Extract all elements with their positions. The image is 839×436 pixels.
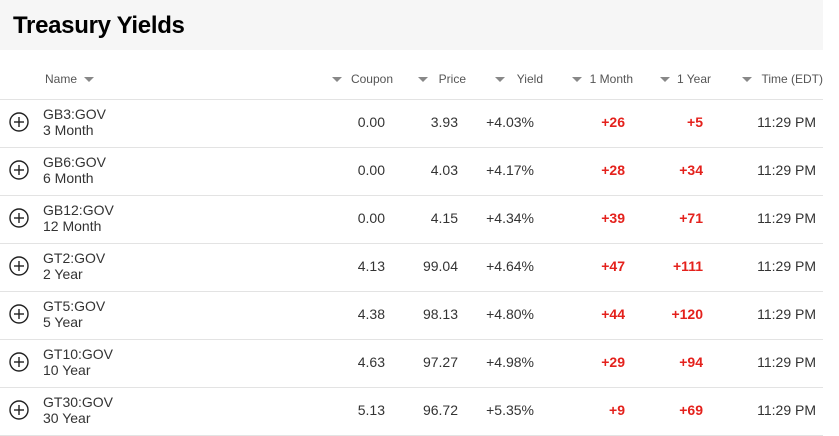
- change-1-month: +26: [601, 114, 625, 130]
- coupon: 0.00: [357, 162, 385, 178]
- change-1-month: +39: [601, 210, 625, 226]
- column-header[interactable]: 1 Month: [589, 72, 633, 86]
- row-divider: [0, 387, 823, 388]
- sort-arrow[interactable]: [332, 77, 342, 82]
- row-divider: [0, 291, 823, 292]
- maturity: 12 Month: [43, 218, 102, 234]
- yield: +4.98%: [486, 354, 534, 370]
- sort-arrow[interactable]: [84, 77, 94, 82]
- change-1-month: +28: [601, 162, 625, 178]
- expand-icon[interactable]: [9, 256, 29, 276]
- maturity: 30 Year: [43, 410, 91, 426]
- time: 11:29 PM: [757, 114, 816, 130]
- expand-icon[interactable]: [9, 160, 29, 180]
- coupon: 0.00: [357, 210, 385, 226]
- page-title: Treasury Yields: [13, 12, 185, 39]
- maturity: 2 Year: [43, 266, 83, 282]
- change-1-year: +5: [687, 114, 703, 130]
- row-divider: [0, 243, 823, 244]
- ticker[interactable]: GB12:GOV: [43, 202, 114, 218]
- change-1-year: +71: [679, 210, 703, 226]
- change-1-year: +34: [679, 162, 703, 178]
- ticker[interactable]: GB3:GOV: [43, 106, 107, 122]
- change-1-year: +94: [679, 354, 703, 370]
- sort-arrow[interactable]: [418, 77, 428, 82]
- time: 11:29 PM: [757, 258, 816, 274]
- yield: +4.64%: [486, 258, 534, 274]
- maturity: 3 Month: [43, 122, 94, 138]
- coupon: 4.38: [357, 306, 385, 322]
- coupon: 5.13: [357, 402, 385, 418]
- sort-arrow[interactable]: [495, 77, 505, 82]
- maturity: 5 Year: [43, 314, 83, 330]
- time: 11:29 PM: [757, 402, 816, 418]
- change-1-month: +29: [601, 354, 625, 370]
- ticker[interactable]: GT2:GOV: [43, 250, 106, 266]
- row-divider: [0, 195, 823, 196]
- sort-arrow[interactable]: [572, 77, 582, 82]
- column-header[interactable]: Coupon: [350, 72, 393, 86]
- change-1-year: +69: [679, 402, 703, 418]
- maturity: 6 Month: [43, 170, 94, 186]
- time: 11:29 PM: [757, 162, 816, 178]
- time: 11:29 PM: [757, 354, 816, 370]
- row-divider: [0, 147, 823, 148]
- expand-icon[interactable]: [9, 304, 29, 324]
- yield: +4.34%: [486, 210, 534, 226]
- coupon: 4.13: [357, 258, 385, 274]
- maturity: 10 Year: [43, 362, 91, 378]
- price: 97.27: [422, 354, 458, 370]
- yield: +4.17%: [486, 162, 534, 178]
- sort-arrow[interactable]: [742, 77, 752, 82]
- header-divider: [0, 99, 823, 100]
- ticker[interactable]: GT5:GOV: [43, 298, 106, 314]
- yield: +5.35%: [486, 402, 534, 418]
- price: 99.04: [422, 258, 458, 274]
- expand-icon[interactable]: [9, 208, 29, 228]
- price: 4.03: [430, 162, 458, 178]
- change-1-year: +111: [673, 258, 703, 274]
- change-1-year: +120: [671, 306, 703, 322]
- coupon: 0.00: [357, 114, 385, 130]
- column-header[interactable]: Time (EDT): [761, 72, 823, 86]
- expand-icon[interactable]: [9, 352, 29, 372]
- column-header[interactable]: 1 Year: [676, 72, 711, 86]
- change-1-month: +44: [601, 306, 625, 322]
- price: 96.72: [422, 402, 458, 418]
- sort-arrow[interactable]: [660, 77, 670, 82]
- expand-icon[interactable]: [9, 400, 29, 420]
- row-divider: [0, 339, 823, 340]
- column-header[interactable]: Price: [438, 72, 466, 86]
- yield: +4.80%: [486, 306, 534, 322]
- coupon: 4.63: [357, 354, 385, 370]
- time: 11:29 PM: [757, 306, 816, 322]
- change-1-month: +9: [609, 402, 625, 418]
- price: 3.93: [430, 114, 458, 130]
- price: 4.15: [430, 210, 458, 226]
- ticker[interactable]: GT30:GOV: [43, 394, 114, 410]
- ticker[interactable]: GB6:GOV: [43, 154, 107, 170]
- change-1-month: +47: [601, 258, 625, 274]
- column-header[interactable]: Yield: [516, 72, 543, 86]
- price: 98.13: [422, 306, 458, 322]
- title-bar: Treasury Yields: [0, 0, 823, 50]
- ticker[interactable]: GT10:GOV: [43, 346, 114, 362]
- column-header[interactable]: Name: [45, 72, 78, 86]
- expand-icon[interactable]: [9, 112, 29, 132]
- yield: +4.03%: [486, 114, 534, 130]
- time: 11:29 PM: [757, 210, 816, 226]
